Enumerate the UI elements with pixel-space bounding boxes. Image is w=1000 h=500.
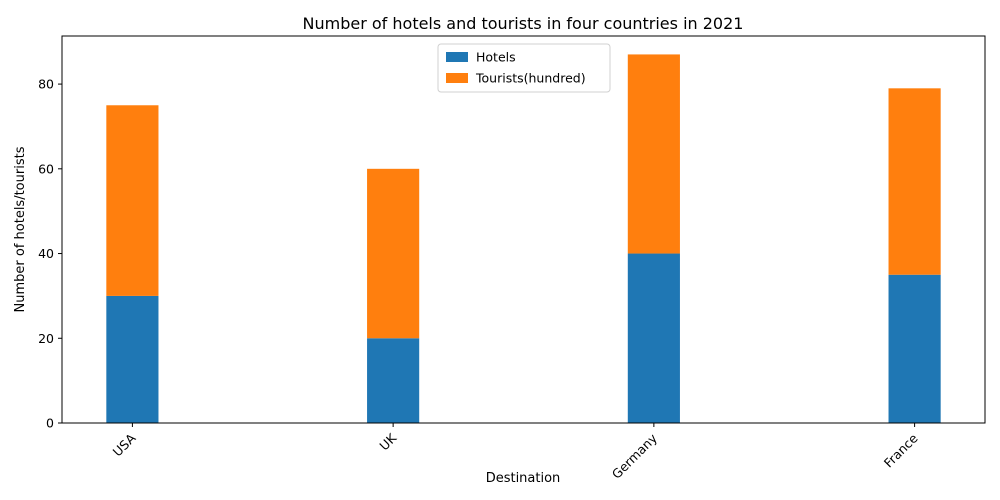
y-tick-label: 80: [38, 77, 54, 92]
bar-uk-series-1: [367, 168, 420, 339]
x-tick-label: UK: [376, 430, 399, 453]
y-axis: 0 20 40 60 80: [38, 77, 62, 431]
bar-germany-series-0: [627, 253, 680, 423]
x-tick-label: Germany: [609, 430, 661, 482]
plot-frame: [61, 35, 986, 424]
bar-france-series-0: [888, 274, 941, 423]
bar-usa-series-0: [106, 295, 159, 423]
legend-label-1: Tourists(hundred): [475, 71, 586, 86]
legend-box: [437, 43, 611, 93]
bars-group: [106, 54, 941, 423]
bar-france-series-1: [888, 88, 941, 275]
chart-title: Number of hotels and tourists in four co…: [303, 14, 744, 33]
bar-uk-series-0: [367, 338, 420, 423]
legend-swatch-0: [446, 52, 468, 62]
y-tick-label: 60: [38, 161, 54, 176]
x-tick-label: France: [881, 430, 921, 470]
bar-germany-series-1: [627, 54, 680, 254]
y-axis-label: Number of hotels/tourists: [13, 146, 28, 312]
y-tick-label: 20: [38, 331, 54, 346]
y-tick-label: 0: [46, 416, 54, 431]
x-axis-label: Destination: [486, 471, 561, 486]
legend-swatch-1: [446, 73, 468, 83]
y-tick-label: 40: [38, 246, 54, 261]
x-tick-label: USA: [110, 430, 139, 459]
legend-label-0: Hotels: [476, 50, 516, 65]
legend: Hotels Tourists(hundred): [437, 43, 611, 93]
bar-usa-series-1: [106, 105, 159, 296]
